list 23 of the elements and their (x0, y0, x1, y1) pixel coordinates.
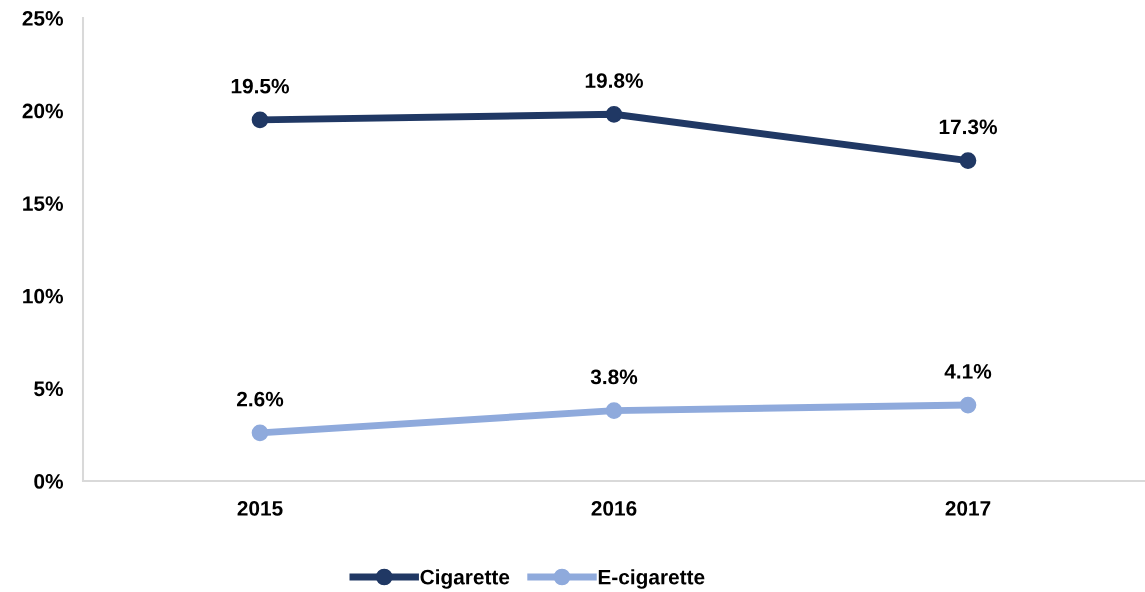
point (959, 396, 977, 414)
point (605, 402, 623, 419)
data-label: 19.8% (585, 73, 643, 88)
point (605, 105, 623, 123)
point (251, 111, 269, 129)
data-label: 2.6% (236, 391, 284, 407)
y-tick-label: 25% (22, 11, 64, 26)
data-label: 3.8% (590, 369, 638, 385)
y-tick-label: 20% (22, 103, 64, 119)
y-tick-label: 0% (34, 474, 64, 489)
y-tick-label: 15% (23, 196, 64, 211)
x-tick-label: 2015 (237, 500, 283, 516)
point (251, 424, 269, 442)
x-tick-label: 2016 (591, 500, 637, 516)
point (959, 152, 977, 169)
data-label: 19.5% (231, 78, 289, 94)
data-label: 17.3% (939, 119, 997, 135)
y-tick-label: 5% (34, 381, 64, 397)
legend-label: E-cigarette (598, 569, 705, 589)
data-label: 4.1% (944, 364, 992, 379)
y-tick-label: 10% (23, 288, 64, 304)
x-tick-label: 2017 (945, 500, 991, 516)
legend-label: Cigarette (420, 569, 510, 589)
